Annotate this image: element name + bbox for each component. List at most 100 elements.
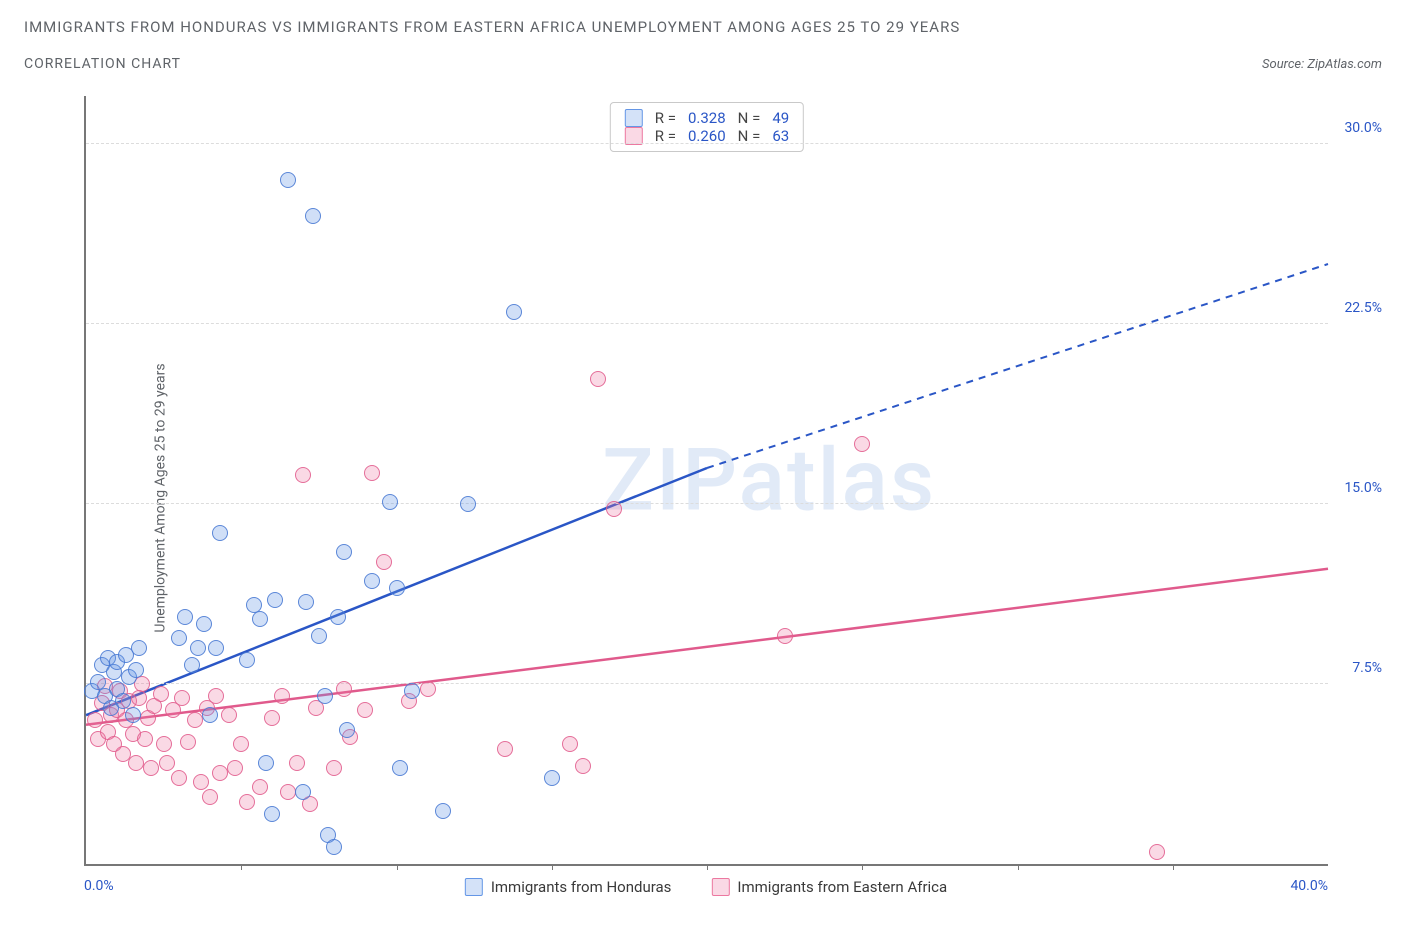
scatter-point-b bbox=[252, 779, 268, 795]
trend-lines bbox=[86, 96, 1328, 864]
y-tick-label: 7.5% bbox=[1352, 660, 1382, 676]
n-value-a: 49 bbox=[772, 109, 789, 127]
chart-title: IMMIGRANTS FROM HONDURAS VS IMMIGRANTS F… bbox=[24, 18, 1382, 36]
scatter-point-b bbox=[336, 681, 352, 697]
x-minor-tick bbox=[862, 864, 863, 870]
scatter-point-a bbox=[131, 640, 147, 656]
scatter-point-b bbox=[193, 774, 209, 790]
scatter-point-a bbox=[389, 580, 405, 596]
scatter-point-b bbox=[326, 760, 342, 776]
scatter-point-b bbox=[128, 755, 144, 771]
scatter-point-a bbox=[267, 592, 283, 608]
r-label-a: R = bbox=[655, 109, 676, 127]
source-attribution: Source: ZipAtlas.com bbox=[1262, 57, 1382, 72]
watermark: ZIPatlas bbox=[602, 430, 936, 531]
scatter-point-a bbox=[171, 630, 187, 646]
scatter-point-b bbox=[208, 688, 224, 704]
n-label-a: N = bbox=[738, 109, 761, 127]
scatter-point-b bbox=[174, 690, 190, 706]
scatter-point-a bbox=[115, 693, 131, 709]
chart-subtitle: CORRELATION CHART bbox=[24, 56, 181, 72]
scatter-point-a bbox=[264, 806, 280, 822]
scatter-point-b bbox=[180, 734, 196, 750]
scatter-point-a bbox=[364, 573, 380, 589]
scatter-point-a bbox=[506, 304, 522, 320]
scatter-point-b bbox=[156, 736, 172, 752]
scatter-point-a bbox=[184, 657, 200, 673]
scatter-point-a bbox=[404, 683, 420, 699]
scatter-point-a bbox=[435, 803, 451, 819]
scatter-point-a bbox=[239, 652, 255, 668]
stats-row-a: R = 0.328 N = 49 bbox=[625, 109, 789, 127]
chart-area: Unemployment Among Ages 25 to 29 years Z… bbox=[24, 96, 1388, 900]
scatter-point-b bbox=[1149, 844, 1165, 860]
legend-item-b: Immigrants from Eastern Africa bbox=[711, 878, 947, 896]
scatter-point-a bbox=[392, 760, 408, 776]
series-a-label: Immigrants from Honduras bbox=[491, 878, 672, 896]
scatter-point-b bbox=[777, 628, 793, 644]
scatter-point-a bbox=[252, 611, 268, 627]
scatter-point-a bbox=[177, 609, 193, 625]
y-tick-label: 22.5% bbox=[1344, 300, 1382, 316]
gridline bbox=[86, 503, 1328, 504]
y-tick-label: 30.0% bbox=[1344, 120, 1382, 136]
scatter-point-b bbox=[562, 736, 578, 752]
gridline bbox=[86, 683, 1328, 684]
scatter-point-a bbox=[128, 662, 144, 678]
swatch-pink-icon bbox=[711, 878, 729, 896]
scatter-point-a bbox=[311, 628, 327, 644]
scatter-point-a bbox=[212, 525, 228, 541]
scatter-point-b bbox=[364, 465, 380, 481]
scatter-point-b bbox=[590, 371, 606, 387]
scatter-point-b bbox=[264, 710, 280, 726]
scatter-point-b bbox=[606, 501, 622, 517]
scatter-point-a bbox=[317, 688, 333, 704]
scatter-point-b bbox=[854, 436, 870, 452]
series-b-label: Immigrants from Eastern Africa bbox=[737, 878, 947, 896]
scatter-point-a bbox=[196, 616, 212, 632]
scatter-point-b bbox=[289, 755, 305, 771]
scatter-point-b bbox=[221, 707, 237, 723]
scatter-point-b bbox=[137, 731, 153, 747]
scatter-point-b bbox=[274, 688, 290, 704]
x-minor-tick bbox=[241, 864, 242, 870]
scatter-point-b bbox=[420, 681, 436, 697]
gridline bbox=[86, 323, 1328, 324]
y-tick-label: 15.0% bbox=[1344, 480, 1382, 496]
x-minor-tick bbox=[397, 864, 398, 870]
scatter-point-b bbox=[131, 690, 147, 706]
scatter-point-a bbox=[202, 707, 218, 723]
scatter-point-a bbox=[330, 609, 346, 625]
scatter-point-b bbox=[295, 467, 311, 483]
scatter-point-a bbox=[295, 784, 311, 800]
scatter-point-a bbox=[125, 707, 141, 723]
x-minor-tick bbox=[552, 864, 553, 870]
scatter-point-b bbox=[357, 702, 373, 718]
scatter-point-b bbox=[239, 794, 255, 810]
scatter-point-b bbox=[376, 554, 392, 570]
scatter-point-b bbox=[159, 755, 175, 771]
scatter-point-b bbox=[153, 686, 169, 702]
header: IMMIGRANTS FROM HONDURAS VS IMMIGRANTS F… bbox=[0, 0, 1406, 76]
scatter-point-b bbox=[212, 765, 228, 781]
swatch-blue-icon bbox=[465, 878, 483, 896]
scatter-point-a bbox=[326, 839, 342, 855]
r-value-a: 0.328 bbox=[688, 109, 726, 127]
gridline bbox=[86, 143, 1328, 144]
x-minor-tick bbox=[1018, 864, 1019, 870]
scatter-point-b bbox=[171, 770, 187, 786]
scatter-point-b bbox=[280, 784, 296, 800]
scatter-point-a bbox=[190, 640, 206, 656]
scatter-point-a bbox=[280, 172, 296, 188]
scatter-point-b bbox=[187, 712, 203, 728]
scatter-point-a bbox=[460, 496, 476, 512]
x-tick-max: 40.0% bbox=[1290, 878, 1328, 894]
x-tick-min: 0.0% bbox=[84, 878, 114, 894]
scatter-point-a bbox=[339, 722, 355, 738]
x-minor-tick bbox=[1173, 864, 1174, 870]
scatter-point-a bbox=[305, 208, 321, 224]
swatch-blue-icon bbox=[625, 109, 643, 127]
scatter-point-a bbox=[258, 755, 274, 771]
plot-region: ZIPatlas R = 0.328 N = 49 R = 0.260 N = … bbox=[84, 96, 1328, 866]
scatter-point-b bbox=[575, 758, 591, 774]
